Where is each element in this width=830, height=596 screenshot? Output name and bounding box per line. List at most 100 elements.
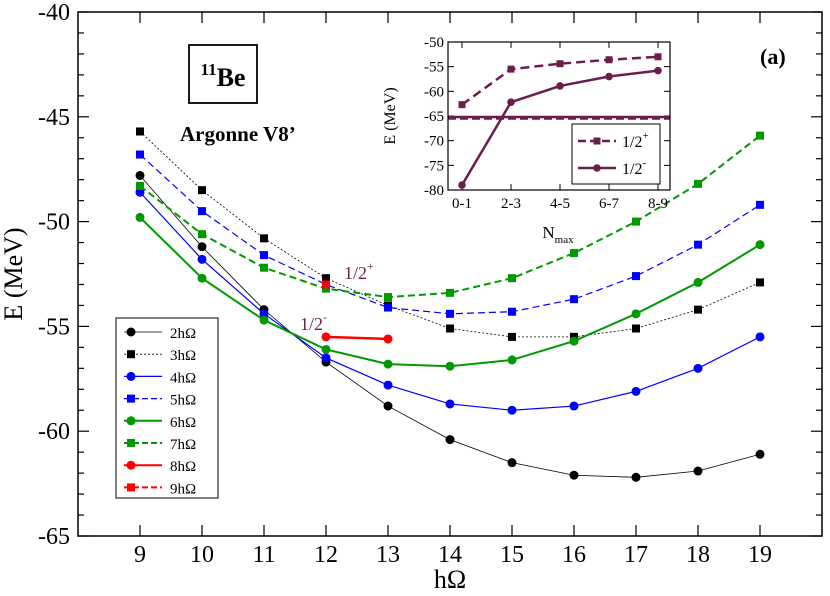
- legend-marker: [127, 439, 135, 447]
- data-point: [197, 242, 207, 252]
- data-point: [632, 272, 640, 281]
- inset-legend-marker: [593, 137, 601, 145]
- data-point: [570, 295, 578, 304]
- inset-y-tick-label: -65: [424, 109, 444, 125]
- series-6hw: [135, 212, 765, 371]
- data-point: [383, 334, 393, 344]
- inset-series-line: [461, 55, 659, 106]
- data-point: [322, 280, 330, 289]
- inset-x-tick-label: 8-9: [648, 196, 668, 212]
- data-point: [693, 363, 703, 373]
- data-point: [570, 249, 578, 258]
- inset-legend-label: 1/2-: [622, 157, 646, 178]
- data-point: [755, 332, 765, 342]
- data-point: [694, 305, 702, 314]
- annotation-half-minus-sup: -: [323, 310, 327, 324]
- inset-y-axis-title: E (MeV): [382, 87, 399, 144]
- series-8hw: [321, 332, 393, 344]
- nucleus-label: 11Be: [201, 60, 246, 92]
- inset-y-tick-labels: -80 -75 -70 -65 -60 -55 -50: [424, 35, 444, 199]
- data-point: [322, 284, 330, 293]
- x-tick-label: 10: [190, 542, 214, 568]
- data-point: [693, 466, 703, 476]
- data-point: [445, 435, 455, 445]
- data-point: [136, 127, 144, 136]
- inset-legend-label-base: 1/2: [622, 134, 642, 151]
- legend-marker: [127, 350, 135, 359]
- inset-data-point: [458, 101, 466, 109]
- inset-x-tick-label: 2-3: [501, 196, 521, 212]
- data-point: [445, 399, 455, 409]
- data-point: [446, 288, 454, 297]
- data-point: [755, 449, 765, 459]
- data-point: [508, 274, 516, 283]
- data-point: [260, 263, 268, 272]
- inset-x-axis-title-sub: max: [555, 234, 574, 246]
- data-point: [446, 309, 454, 318]
- legend-marker: [127, 394, 135, 403]
- inset-legend-items: 1/2+1/2-: [578, 130, 649, 178]
- y-tick-label: -45: [38, 105, 70, 131]
- data-point: [384, 303, 392, 312]
- x-tick-label: 12: [314, 542, 338, 568]
- series-7hw: [136, 131, 764, 302]
- legend-label: 5hΩ: [170, 393, 196, 409]
- x-tick-label: 11: [252, 542, 275, 568]
- main-legend-box: [115, 317, 219, 499]
- legend-label: 9hΩ: [170, 481, 196, 497]
- nucleus-mass: 11: [201, 60, 217, 79]
- inset-plot-frame: [447, 41, 671, 191]
- inset-data-point: [507, 65, 515, 73]
- data-point: [756, 278, 764, 287]
- y-tick-label: -55: [38, 314, 70, 340]
- main-axis-ticks: [78, 11, 822, 537]
- nucleus-element: Be: [217, 63, 246, 92]
- data-point: [198, 230, 206, 239]
- data-point: [694, 179, 702, 188]
- inset-x-axis-title-main: N: [542, 223, 554, 242]
- x-tick-label: 16: [562, 542, 586, 568]
- x-tick-label: 13: [376, 542, 400, 568]
- inset-x-axis-title: Nmax: [542, 223, 574, 246]
- data-point: [322, 274, 330, 283]
- data-point: [135, 170, 145, 180]
- legend-marker: [126, 327, 136, 337]
- legend-label: 6hΩ: [170, 415, 196, 431]
- data-point: [694, 240, 702, 249]
- y-tick-label: -40: [38, 0, 70, 26]
- inset-legend-label-sup: -: [642, 157, 646, 169]
- inset-y-tick-label: -55: [424, 60, 444, 76]
- interaction-label: Argonne V8’: [180, 122, 296, 146]
- legend-label: 8hΩ: [170, 459, 196, 475]
- legend-label: 3hΩ: [170, 348, 196, 364]
- data-point: [445, 361, 455, 371]
- annotation-half-minus: 1/2-: [300, 310, 327, 334]
- data-point: [507, 405, 517, 415]
- main-series-group: [135, 127, 765, 482]
- legend-marker: [126, 371, 136, 381]
- series-line: [139, 191, 761, 411]
- data-point: [755, 240, 765, 250]
- data-point: [383, 359, 393, 369]
- inset-legend-marker: [593, 164, 601, 172]
- legend-label: 2hΩ: [170, 326, 196, 342]
- inset-y-tick-label: -60: [424, 84, 444, 100]
- series-9hw: [322, 280, 330, 289]
- legend-marker: [126, 460, 136, 470]
- inset-legend-label-base: 1/2: [622, 161, 642, 178]
- legend-marker: [126, 416, 136, 426]
- inset-x-tick-label: 6-7: [599, 196, 619, 212]
- inset-data-point: [605, 72, 613, 81]
- data-point: [507, 355, 517, 365]
- data-point: [259, 315, 269, 325]
- data-point: [631, 309, 641, 319]
- data-point: [632, 324, 640, 333]
- data-point: [508, 307, 516, 316]
- inset-y-tick-label: -75: [424, 158, 444, 174]
- data-point: [569, 470, 579, 480]
- inset-data-point: [654, 66, 662, 75]
- data-point: [135, 212, 145, 222]
- inset-legend: 1/2+1/2-: [571, 123, 661, 185]
- main-legend-items: 2hΩ 3hΩ 4hΩ 5hΩ 6hΩ 7hΩ 8hΩ 9hΩ: [124, 326, 196, 497]
